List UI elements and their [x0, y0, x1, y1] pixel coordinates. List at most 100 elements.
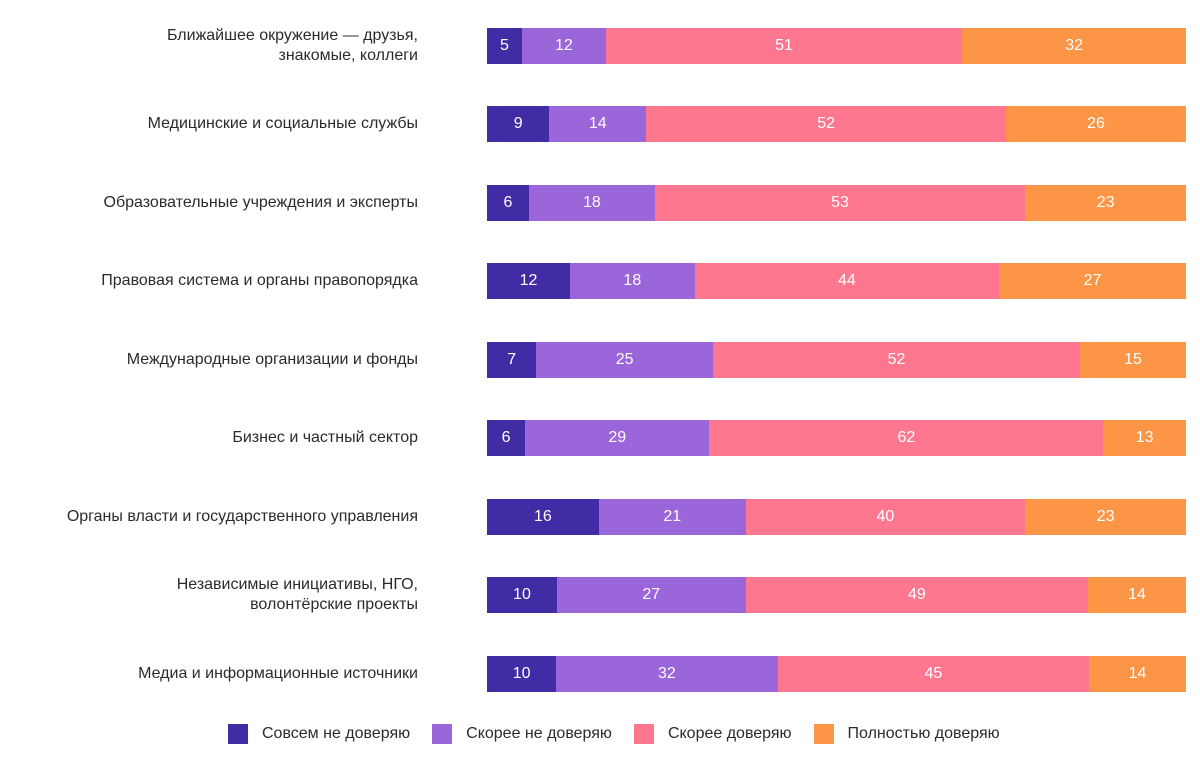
bar-segment: 49 — [745, 577, 1089, 613]
data-label: 49 — [907, 586, 926, 603]
data-label: 32 — [658, 665, 676, 682]
stacked-bar: 12 18 44 27 — [487, 263, 1186, 299]
data-label: 23 — [1096, 194, 1115, 211]
bar-segment: 12 — [487, 263, 571, 299]
data-label: 45 — [924, 665, 943, 682]
bar-segment: 18 — [570, 263, 695, 299]
bar-segment: 15 — [1080, 342, 1186, 378]
category-label: Международные организации и фонды — [0, 350, 418, 370]
stacked-bar: 10 32 45 14 — [487, 656, 1186, 692]
legend-label: Скорее доверяю — [667, 725, 792, 742]
data-label: 32 — [1065, 37, 1084, 54]
bar-segment: 6 — [487, 185, 529, 221]
legend-swatch — [633, 724, 654, 744]
data-label: 23 — [1096, 508, 1115, 525]
category-label-line: знакомые, коллеги — [278, 47, 418, 64]
category-label-line: Медицинские и социальные службы — [147, 115, 418, 132]
bar-segment: 7 — [487, 342, 537, 378]
bar-segment: 5 — [487, 28, 522, 64]
category-label: Бизнес и частный сектор — [0, 428, 418, 448]
category-label: Органы власти и государственного управле… — [0, 507, 418, 527]
data-label: 6 — [501, 429, 511, 446]
data-label: 6 — [503, 194, 513, 211]
data-label: 53 — [831, 194, 849, 211]
data-label: 27 — [1083, 272, 1102, 289]
category-label: Правовая система и органы правопорядка — [0, 271, 418, 291]
bar-segment: 32 — [962, 28, 1186, 64]
data-label: 27 — [642, 586, 661, 603]
stacked-bar: 7 25 52 15 — [487, 342, 1186, 378]
category-label-line: Международные организации и фонды — [126, 351, 418, 368]
bar-segment: 53 — [654, 185, 1026, 221]
legend-swatch — [813, 724, 834, 744]
bar-segment: 26 — [1006, 106, 1186, 142]
data-label: 7 — [507, 351, 517, 368]
legend-item: Совсем не доверяю — [228, 724, 410, 744]
data-label: 52 — [887, 351, 906, 368]
bar-segment: 52 — [646, 106, 1007, 142]
bar-segment: 13 — [1103, 420, 1186, 456]
category-label-line: Правовая система и органы правопорядка — [101, 272, 418, 289]
data-label: 5 — [500, 37, 509, 54]
data-label: 14 — [588, 115, 607, 132]
bar-segment: 14 — [1088, 577, 1186, 613]
stacked-bar: 6 18 53 23 — [487, 185, 1186, 221]
category-label: Медиа и информационные источники — [0, 664, 418, 684]
category-label: Образовательные учреждения и эксперты — [0, 193, 418, 213]
category-label-line: Бизнес и частный сектор — [232, 429, 418, 446]
data-label: 10 — [512, 665, 531, 682]
bar-segment: 29 — [525, 420, 710, 456]
data-label: 25 — [615, 351, 634, 368]
data-label: 44 — [837, 272, 856, 289]
category-label: Медицинские и социальные службы — [0, 114, 418, 134]
bar-segment: 45 — [777, 656, 1090, 692]
category-label-line: Образовательные учреждения и эксперты — [103, 194, 418, 211]
data-label: 12 — [554, 37, 573, 54]
bar-segment: 6 — [487, 420, 526, 456]
bar-segment: 25 — [536, 342, 713, 378]
bar-segment: 27 — [999, 263, 1186, 299]
legend-label: Полностью доверяю — [847, 725, 1000, 742]
data-label: 18 — [582, 194, 601, 211]
legend-swatch — [432, 724, 453, 744]
bar-segment: 14 — [549, 106, 647, 142]
data-label: 15 — [1124, 351, 1142, 368]
bar-segment: 27 — [556, 577, 746, 613]
legend: Совсем не доверяю Скорее не доверяю Скорее… — [228, 724, 1022, 744]
category-label-line: Медиа и информационные источники — [138, 665, 418, 682]
stacked-bar: 5 12 51 32 — [487, 28, 1186, 64]
bar-segment: 9 — [487, 106, 550, 142]
category-label-line: Ближайшее окружение — друзья, — [166, 27, 418, 44]
data-label: 10 — [513, 586, 531, 603]
data-label: 26 — [1087, 115, 1105, 132]
bar-segment: 23 — [1025, 185, 1186, 221]
bar-segment: 52 — [712, 342, 1081, 378]
bar-segment: 10 — [487, 656, 557, 692]
stacked-bar: 10 27 49 14 — [487, 577, 1186, 613]
data-label: 16 — [534, 508, 552, 525]
legend-label: Совсем не доверяю — [262, 725, 411, 742]
bar-segment: 62 — [709, 420, 1104, 456]
category-label-line: Органы власти и государственного управле… — [66, 508, 418, 525]
bar-segment: 14 — [1089, 656, 1186, 692]
legend-item: Скорее доверяю — [633, 724, 792, 744]
bar-segment: 32 — [556, 656, 778, 692]
stacked-bar: 9 14 52 26 — [487, 106, 1186, 142]
bar-segment: 10 — [487, 577, 557, 613]
data-label: 14 — [1128, 665, 1147, 682]
data-label: 18 — [623, 272, 642, 289]
bar-segment: 51 — [605, 28, 963, 64]
bar-segment: 23 — [1025, 499, 1186, 535]
data-label: 51 — [775, 37, 793, 54]
bar-segment: 21 — [598, 499, 746, 535]
category-label-line: Независимые инициативы, НГО, — [176, 576, 418, 593]
category-label-line: волонтёрские проекты — [250, 596, 418, 613]
legend-item: Полностью доверяю — [813, 724, 1000, 744]
bar-segment: 12 — [521, 28, 606, 64]
data-label: 40 — [876, 508, 895, 525]
category-label: Ближайшее окружение — друзья, знакомые, к… — [0, 26, 418, 66]
bar-segment: 18 — [528, 185, 655, 221]
stacked-bar: 6 29 62 13 — [487, 420, 1186, 456]
legend-label: Скорее не доверяю — [466, 725, 612, 742]
bar-segment: 16 — [487, 499, 599, 535]
